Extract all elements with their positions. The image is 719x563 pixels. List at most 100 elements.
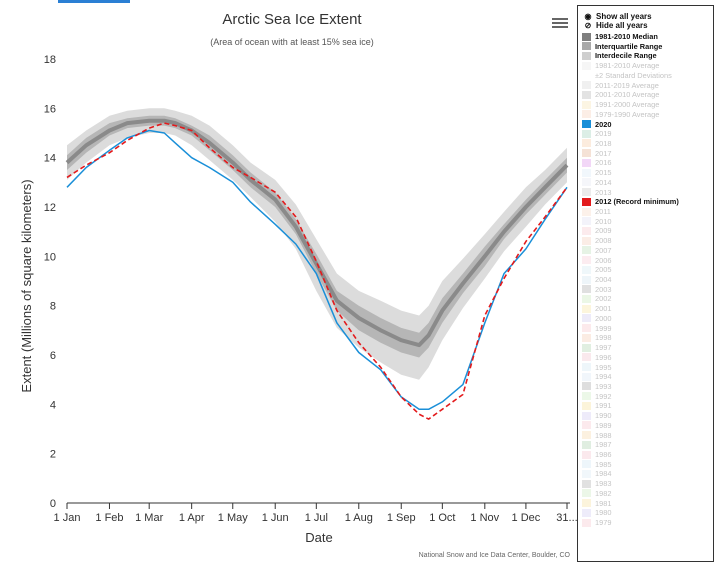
legend-item[interactable]: 1983 <box>582 479 611 488</box>
legend-item[interactable]: 2010 <box>582 217 611 226</box>
legend-item[interactable]: 1980 <box>582 508 611 517</box>
top-accent-bar <box>58 0 130 3</box>
legend-item[interactable]: 2012 (Record minimum) <box>582 197 679 206</box>
legend-item[interactable]: 2011 <box>582 207 611 216</box>
legend-item[interactable]: 2009 <box>582 226 611 235</box>
legend-item[interactable]: 2020 <box>582 120 611 129</box>
legend-item[interactable]: 1995 <box>582 363 611 372</box>
legend-swatch <box>582 343 591 352</box>
legend-item[interactable]: 1986 <box>582 450 611 459</box>
legend-item[interactable]: ±2 Standard Deviations <box>582 71 672 80</box>
legend-item[interactable]: 2011-2019 Average <box>582 81 659 90</box>
legend-item-label: 1989 <box>595 420 612 430</box>
legend-item[interactable]: 1999 <box>582 324 611 333</box>
legend-item[interactable]: 1979-1990 Average <box>582 110 659 119</box>
chart-menu-hamburger-icon[interactable] <box>552 16 568 30</box>
legend-swatch <box>582 294 591 303</box>
legend-item[interactable]: 1981-2010 Average <box>582 61 659 70</box>
legend-item[interactable]: 1991 <box>582 401 611 410</box>
legend-item-label: ±2 Standard Deviations <box>595 70 672 80</box>
legend-item-label: 2016 <box>595 158 612 168</box>
y-tick-label: 10 <box>44 251 56 263</box>
legend-item[interactable]: 2001-2010 Average <box>582 90 659 99</box>
legend-item[interactable]: 1989 <box>582 421 611 430</box>
show-all-years-button[interactable]: ◉ Show all years <box>583 12 652 21</box>
legend-item[interactable]: 1994 <box>582 372 611 381</box>
legend-item[interactable]: 2006 <box>582 256 611 265</box>
x-tick-label: 1 Feb <box>95 512 123 524</box>
hide-all-years-button[interactable]: ⊘ Hide all years <box>583 21 648 30</box>
x-tick-label: 31... <box>556 512 577 524</box>
legend-swatch <box>582 168 591 177</box>
legend-item[interactable]: 2015 <box>582 168 611 177</box>
legend-item-label: 1991 <box>595 401 612 411</box>
y-tick-label: 18 <box>44 54 56 66</box>
y-tick-label: 2 <box>50 449 56 461</box>
legend-item-label: 2018 <box>595 138 612 148</box>
legend-swatch <box>582 149 591 158</box>
legend-item[interactable]: 2016 <box>582 158 611 167</box>
legend-item[interactable]: 1981 <box>582 499 611 508</box>
legend-item-label: 2011-2019 Average <box>595 80 659 90</box>
legend-item-label: 1981-2010 Average <box>595 61 660 71</box>
legend-item-label: 1999 <box>595 323 612 333</box>
legend-item[interactable]: 1997 <box>582 343 611 352</box>
legend-item[interactable]: 2018 <box>582 139 611 148</box>
legend-item[interactable]: 2001 <box>582 304 611 313</box>
legend-item-label: 1992 <box>595 391 612 401</box>
legend-item[interactable]: 1987 <box>582 440 611 449</box>
legend-item[interactable]: 1991-2000 Average <box>582 100 659 109</box>
chart-title: Arctic Sea Ice Extent <box>222 11 362 28</box>
sea-ice-chart: Arctic Sea Ice Extent (Area of ocean wit… <box>19 11 578 559</box>
legend-item[interactable]: 2004 <box>582 275 611 284</box>
legend-item[interactable]: 1990 <box>582 411 611 420</box>
legend-item-label: 1994 <box>595 372 612 382</box>
legend-item[interactable]: 1988 <box>582 431 611 440</box>
legend-item-label: 2011 <box>595 207 611 216</box>
y-tick-label: 16 <box>44 103 56 115</box>
legend-item[interactable]: 2013 <box>582 188 611 197</box>
legend-item[interactable]: 1993 <box>582 382 611 391</box>
legend-item[interactable]: 2000 <box>582 314 611 323</box>
legend-item[interactable]: 2003 <box>582 285 611 294</box>
legend-item[interactable]: 1982 <box>582 489 611 498</box>
legend-item[interactable]: 2002 <box>582 294 611 303</box>
legend-item[interactable]: 1996 <box>582 353 611 362</box>
legend-item[interactable]: 1998 <box>582 333 611 342</box>
legend-item-label: 2001 <box>595 304 612 314</box>
legend-item[interactable]: 2014 <box>582 178 611 187</box>
legend-item-label: 2009 <box>595 226 612 236</box>
legend-item-label: 1983 <box>595 479 612 489</box>
legend-swatch <box>582 382 591 391</box>
legend-swatch <box>582 42 591 51</box>
legend-swatch <box>582 489 591 498</box>
legend-swatch <box>582 246 591 255</box>
legend-swatch <box>582 508 591 517</box>
legend-item[interactable]: 1984 <box>582 469 611 478</box>
legend-item-label: 2004 <box>595 275 612 284</box>
legend-item[interactable]: 2019 <box>582 129 611 138</box>
legend-item-label: 1986 <box>595 450 612 459</box>
legend-swatch <box>582 256 591 265</box>
legend-swatch <box>582 110 591 119</box>
legend-item[interactable]: Interdecile Range <box>582 51 657 60</box>
legend-swatch <box>582 275 591 284</box>
x-tick-label: 1 Sep <box>387 512 416 524</box>
legend-item[interactable]: 1992 <box>582 392 611 401</box>
legend-swatch <box>582 372 591 381</box>
y-tick-label: 4 <box>50 399 56 411</box>
x-tick-label: 1 Mar <box>135 512 163 524</box>
legend-item[interactable]: 1985 <box>582 460 611 469</box>
legend-item[interactable]: 2005 <box>582 265 611 274</box>
legend-swatch <box>582 333 591 342</box>
median-line <box>65 118 569 348</box>
legend-swatch <box>582 226 591 235</box>
legend-item[interactable]: 1979 <box>582 518 611 527</box>
legend-item[interactable]: 2007 <box>582 246 611 255</box>
legend-item-label: 2010 <box>595 216 612 226</box>
legend-item[interactable]: 2008 <box>582 236 611 245</box>
legend-item[interactable]: 2017 <box>582 149 611 158</box>
legend-item[interactable]: Interquartile Range <box>582 42 662 51</box>
legend-swatch <box>582 324 591 333</box>
legend-item[interactable]: 1981-2010 Median <box>582 32 658 41</box>
